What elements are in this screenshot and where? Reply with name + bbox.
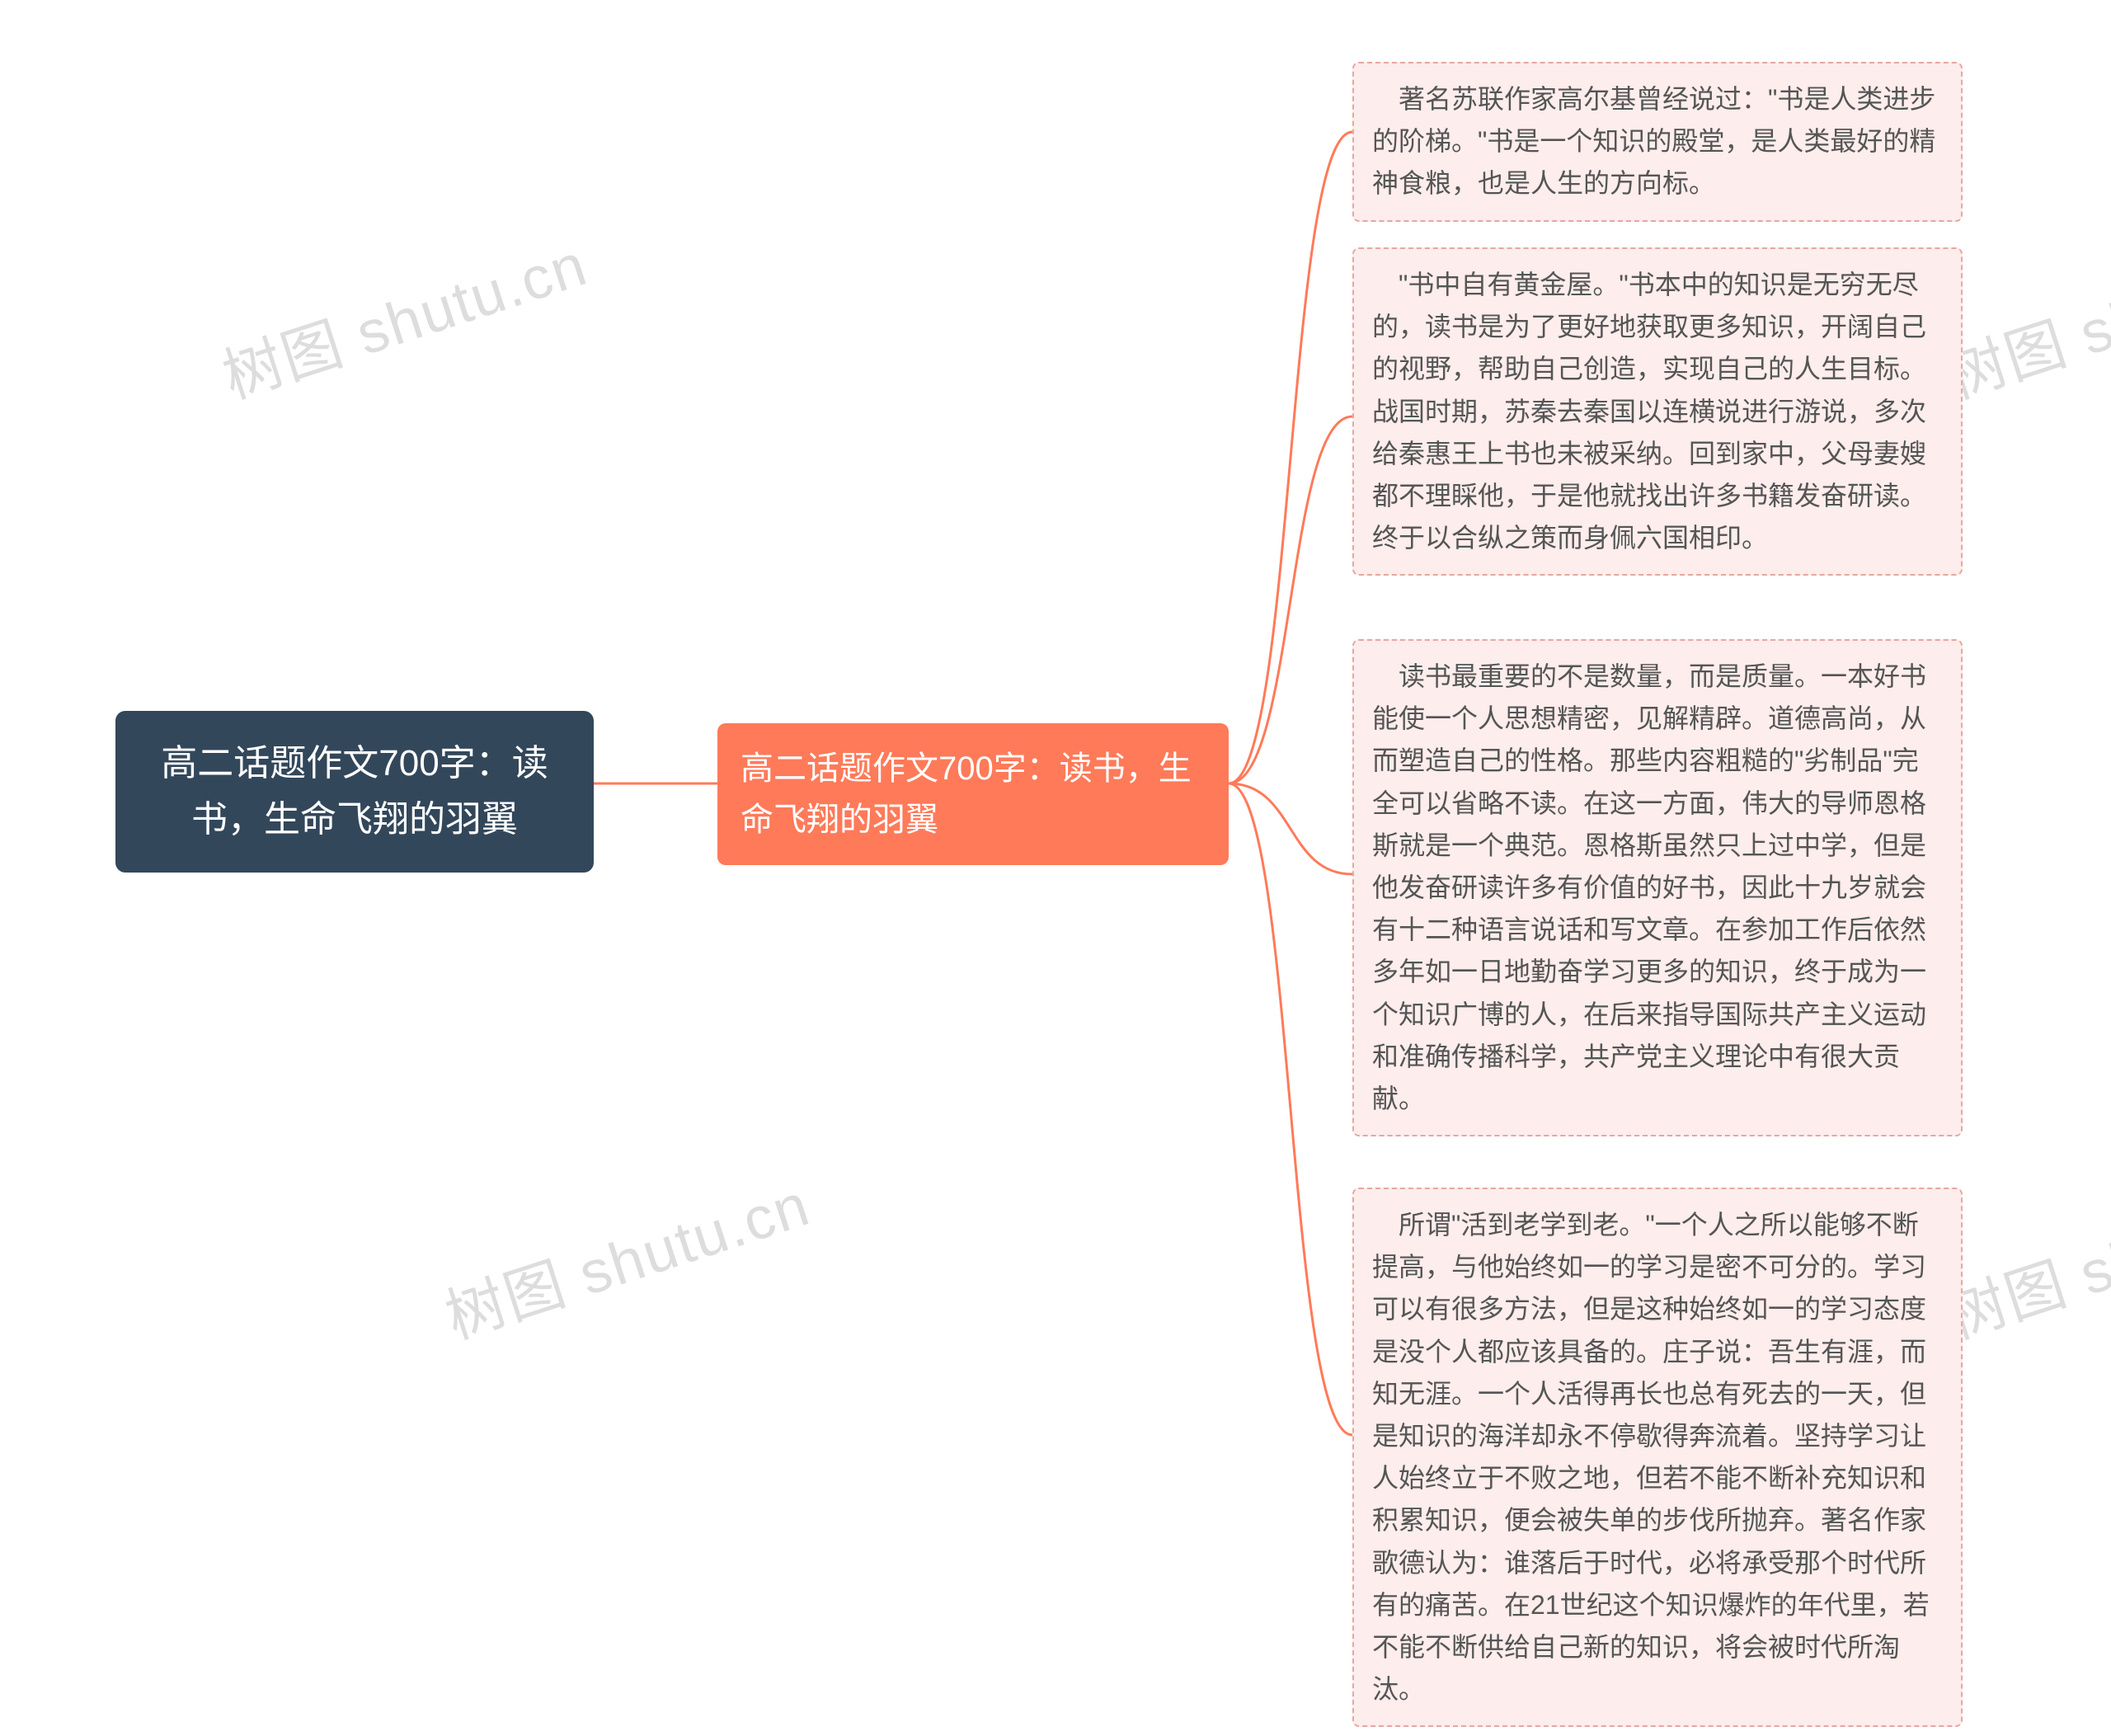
leaf-node[interactable]: "书中自有黄金屋。"书本中的知识是无穷无尽的，读书是为了更好地获取更多知识，开阔…: [1352, 247, 1963, 576]
mindmap-canvas: 树图 shutu.cn 树图 shutu.cn 树图 shutu.cn 树图 s…: [0, 0, 2111, 1736]
watermark: 树图 shutu.cn: [210, 216, 596, 415]
root-node[interactable]: 高二话题作文700字：读书，生命飞翔的羽翼: [115, 711, 594, 873]
watermark: 树图 shutu.cn: [433, 1156, 819, 1355]
leaf-node[interactable]: 著名苏联作家高尔基曾经说过："书是人类进步的阶梯。"书是一个知识的殿堂，是人类最…: [1352, 62, 1963, 222]
leaf-node[interactable]: 所谓"活到老学到老。"一个人之所以能够不断提高，与他始终如一的学习是密不可分的。…: [1352, 1188, 1963, 1727]
leaf-node[interactable]: 读书最重要的不是数量，而是质量。一本好书能使一个人思想精密，见解精辟。道德高尚，…: [1352, 639, 1963, 1136]
level1-node[interactable]: 高二话题作文700字：读书，生命飞翔的羽翼: [717, 723, 1229, 865]
